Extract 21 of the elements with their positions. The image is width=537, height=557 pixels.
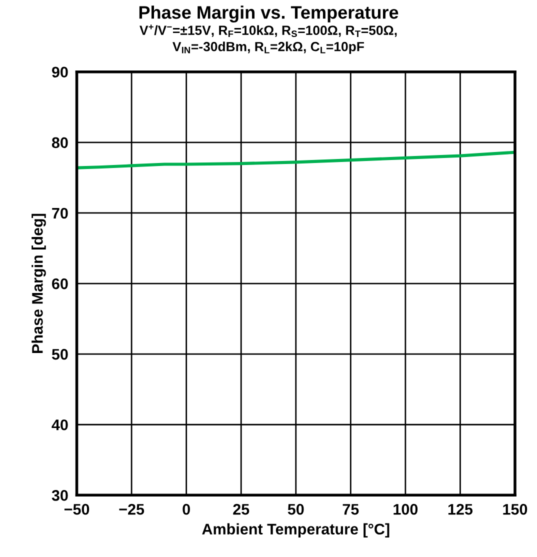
- line-series: [76, 150, 515, 170]
- y-tick-label: 30: [52, 490, 68, 501]
- x-tick-label: 150: [503, 504, 528, 515]
- x-tick-label: 0: [182, 504, 190, 515]
- x-tick-label: −50: [64, 504, 90, 515]
- y-tick-label: 60: [52, 278, 68, 290]
- y-tick-label: 50: [52, 348, 68, 360]
- x-tick-label: −25: [119, 504, 144, 515]
- y-tick-label: 90: [52, 66, 68, 78]
- y-tick-label: 80: [52, 137, 68, 148]
- y-axis-title: Phase Margin [deg]: [32, 214, 46, 353]
- x-tick-label: 25: [233, 504, 250, 515]
- y-tick-label: 40: [52, 419, 68, 430]
- x-axis-title: Ambient Temperature [°C]: [202, 523, 390, 538]
- x-tick-label: 125: [448, 504, 473, 515]
- chart-title: Phase Margin vs. Temperature: [139, 6, 398, 22]
- x-tick-label: 50: [288, 504, 304, 515]
- y-tick-label: 70: [52, 208, 68, 219]
- x-tick-label: 75: [342, 504, 359, 515]
- x-tick-label: 100: [394, 504, 418, 515]
- text: V$^{+}$/V$^{−}$=±15V, R$_{F}$=10kΩ, R$_{S}$=100Ω, R$_{T}$=50Ω, V$_{IN}$=-30dBm, R$_{L}$=2kΩ, C$_{L}$=10pF: [140, 24, 397, 54]
